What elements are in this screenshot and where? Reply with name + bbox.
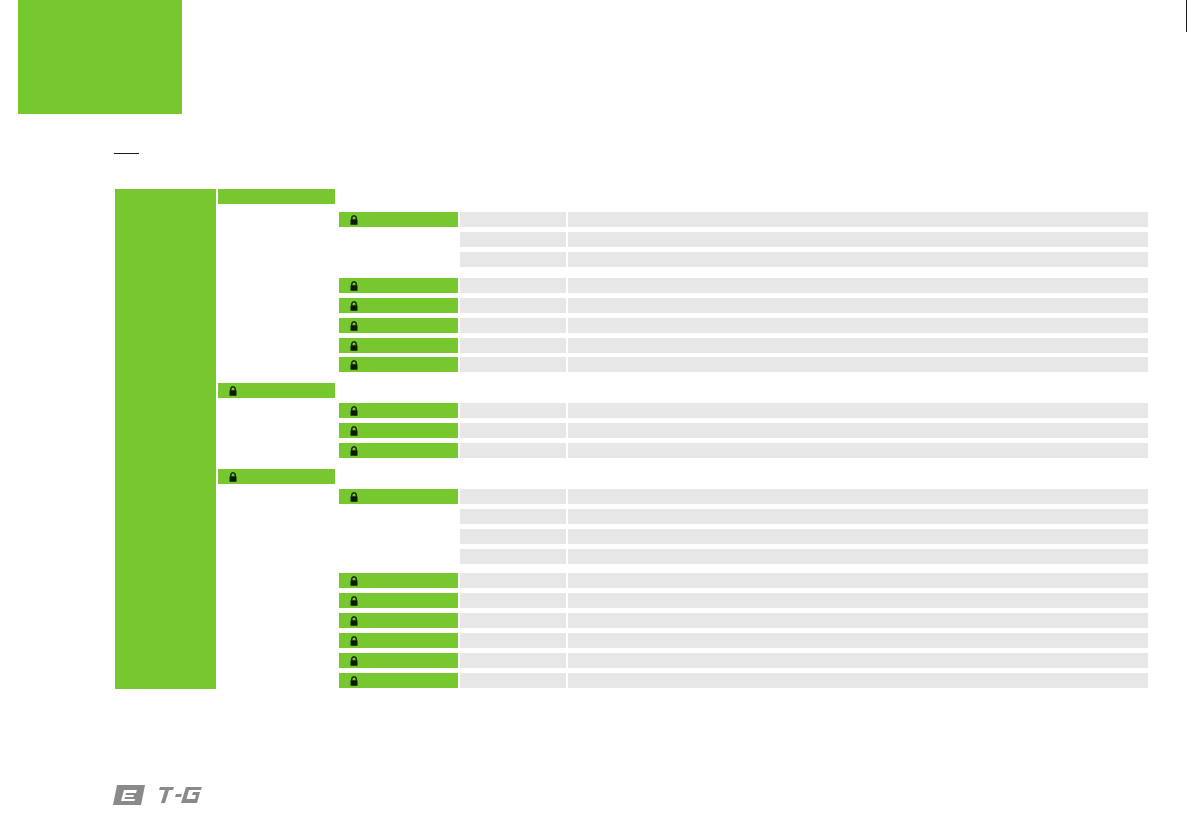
menu-item[interactable] xyxy=(339,633,458,648)
setting-value-cell xyxy=(460,673,566,688)
lock-icon xyxy=(349,576,359,586)
menu-item[interactable] xyxy=(339,298,458,313)
menu-group-2[interactable] xyxy=(218,383,335,398)
setting-value-cell xyxy=(460,633,566,648)
setting-description-cell xyxy=(568,298,1148,313)
setting-description-cell xyxy=(568,443,1148,458)
tg-brand-logo xyxy=(159,787,202,803)
setting-description-cell xyxy=(568,633,1148,648)
setting-value-cell xyxy=(460,573,566,588)
setting-description-cell xyxy=(568,318,1148,333)
menu-item[interactable] xyxy=(339,613,458,628)
setting-description-cell xyxy=(568,653,1148,668)
lock-icon xyxy=(349,215,359,225)
setting-description-cell xyxy=(568,338,1148,353)
lock-icon xyxy=(349,446,359,456)
trim-mark xyxy=(1186,0,1187,32)
menu-item[interactable] xyxy=(339,489,458,504)
setting-value-cell xyxy=(460,357,566,372)
setting-value-cell xyxy=(460,278,566,293)
setting-value-cell xyxy=(460,232,566,247)
setting-description-cell xyxy=(568,573,1148,588)
setting-description-cell xyxy=(568,489,1148,504)
setting-value-cell xyxy=(460,252,566,267)
lock-icon xyxy=(349,321,359,331)
lock-icon xyxy=(349,360,359,370)
lock-icon xyxy=(349,616,359,626)
menu-item[interactable] xyxy=(339,278,458,293)
setting-description-cell xyxy=(568,529,1148,544)
setting-value-cell xyxy=(460,489,566,504)
lock-icon xyxy=(349,656,359,666)
category-column xyxy=(115,189,216,689)
menu-item[interactable] xyxy=(339,653,458,668)
e-brand-logo xyxy=(113,785,145,805)
lock-icon xyxy=(349,406,359,416)
setting-value-cell xyxy=(460,338,566,353)
setting-value-cell xyxy=(460,212,566,227)
setting-value-cell xyxy=(460,298,566,313)
setting-value-cell xyxy=(460,509,566,524)
setting-value-cell xyxy=(460,423,566,438)
setting-description-cell xyxy=(568,423,1148,438)
menu-item[interactable] xyxy=(339,443,458,458)
setting-description-cell xyxy=(568,212,1148,227)
setting-value-cell xyxy=(460,549,566,564)
setting-description-cell xyxy=(568,509,1148,524)
lock-icon xyxy=(228,472,238,482)
setting-description-cell xyxy=(568,232,1148,247)
menu-item[interactable] xyxy=(339,573,458,588)
setting-description-cell xyxy=(568,403,1148,418)
lock-icon xyxy=(349,596,359,606)
setting-value-cell xyxy=(460,318,566,333)
lock-icon xyxy=(349,301,359,311)
lock-icon xyxy=(349,341,359,351)
setting-description-cell xyxy=(568,673,1148,688)
lock-icon xyxy=(349,426,359,436)
setting-description-cell xyxy=(568,357,1148,372)
lock-icon xyxy=(228,386,238,396)
lock-icon xyxy=(349,636,359,646)
menu-item[interactable] xyxy=(339,357,458,372)
menu-item[interactable] xyxy=(339,593,458,608)
lock-icon xyxy=(349,492,359,502)
menu-item[interactable] xyxy=(339,403,458,418)
setting-value-cell xyxy=(460,613,566,628)
menu-item[interactable] xyxy=(339,212,458,227)
setting-description-cell xyxy=(568,252,1148,267)
setting-description-cell xyxy=(568,593,1148,608)
lock-icon xyxy=(349,676,359,686)
setting-description-cell xyxy=(568,549,1148,564)
setting-value-cell xyxy=(460,529,566,544)
setting-value-cell xyxy=(460,443,566,458)
menu-group-1[interactable] xyxy=(218,189,335,204)
setting-value-cell xyxy=(460,403,566,418)
setting-value-cell xyxy=(460,593,566,608)
setting-value-cell xyxy=(460,653,566,668)
menu-item[interactable] xyxy=(339,338,458,353)
menu-group-3[interactable] xyxy=(218,469,335,484)
menu-item[interactable] xyxy=(339,673,458,688)
menu-item[interactable] xyxy=(339,318,458,333)
setting-description-cell xyxy=(568,613,1148,628)
chapter-tab xyxy=(18,0,182,114)
setting-description-cell xyxy=(568,278,1148,293)
header-rule xyxy=(114,153,139,154)
menu-item[interactable] xyxy=(339,423,458,438)
lock-icon xyxy=(349,281,359,291)
